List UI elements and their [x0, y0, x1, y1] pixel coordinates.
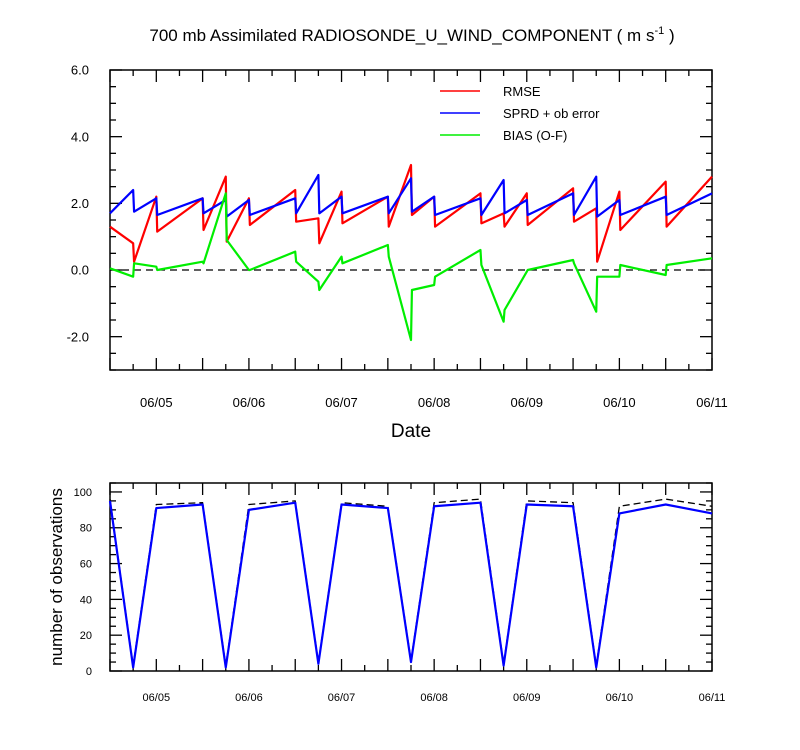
chart-title-main: 700 mb Assimilated RADIOSONDE_U_WIND_COM… — [149, 26, 654, 45]
y-tick-label: 100 — [74, 487, 92, 499]
x-tick-label: 06/10 — [603, 395, 636, 410]
x-tick-label: 06/09 — [513, 692, 541, 704]
series-line-1 — [109, 173, 713, 218]
y-tick-label: 0 — [86, 666, 92, 678]
top-ticks — [109, 69, 713, 371]
x-tick-label: 06/09 — [510, 395, 543, 410]
x-tick-label: 06/08 — [420, 692, 448, 704]
y-tick-label: 6.0 — [71, 63, 89, 78]
chart-title-exponent: -1 — [654, 25, 664, 37]
x-tick-label: 06/10 — [606, 692, 634, 704]
legend: RMSE SPRD + ob error BIAS (O-F) — [440, 84, 600, 143]
chart-title: 700 mb Assimilated RADIOSONDE_U_WIND_COM… — [149, 25, 674, 45]
x-tick-label: 06/05 — [143, 692, 171, 704]
series-line-1 — [108, 500, 713, 669]
top-series — [109, 163, 713, 342]
series-line-0 — [109, 498, 713, 667]
top-tick-labels: 06/05 06/06 06/07 06/08 06/09 06/10 06/11 6.0 4.… — [67, 63, 728, 410]
bottom-plot-frame — [109, 482, 713, 672]
x-tick-label: 06/05 — [140, 395, 173, 410]
y-tick-label: 4.0 — [71, 129, 89, 144]
x-tick-label: 06/07 — [328, 692, 356, 704]
x-tick-label: 06/08 — [418, 395, 451, 410]
y-tick-label: 0.0 — [71, 263, 89, 278]
legend-sprd-label: SPRD + ob error — [503, 106, 600, 121]
x-tick-label: 06/06 — [235, 692, 263, 704]
x-tick-label: 06/06 — [233, 395, 266, 410]
x-axis-label: Date — [391, 421, 431, 442]
y-tick-label: 20 — [80, 630, 92, 642]
y-tick-label: 40 — [80, 594, 92, 606]
bottom-series — [108, 498, 713, 669]
bottom-tick-labels: 06/05 06/06 06/07 06/08 06/09 06/10 06/11 0 20 40… — [74, 487, 726, 704]
y-tick-label: 2.0 — [71, 196, 89, 211]
top-panel: 06/05 06/06 06/07 06/08 06/09 06/10 06/11 6.0 4.… — [67, 63, 728, 442]
y-tick-label: 60 — [80, 559, 92, 571]
x-tick-label: 06/11 — [699, 692, 726, 704]
x-tick-label: 06/07 — [325, 395, 358, 410]
y-tick-label: 80 — [80, 523, 92, 535]
bottom-ticks — [109, 482, 713, 672]
legend-rmse-label: RMSE — [503, 84, 541, 99]
bottom-y-axis-label: number of observations — [47, 488, 66, 666]
bottom-panel: 06/05 06/06 06/07 06/08 06/09 06/10 06/11 0 20 40… — [47, 482, 726, 704]
y-tick-label: -2.0 — [67, 329, 89, 344]
series-line-2 — [109, 192, 713, 342]
x-tick-label: 06/11 — [696, 395, 728, 410]
legend-bias-label: BIAS (O-F) — [503, 128, 567, 143]
chart-title-end: ) — [664, 26, 674, 45]
